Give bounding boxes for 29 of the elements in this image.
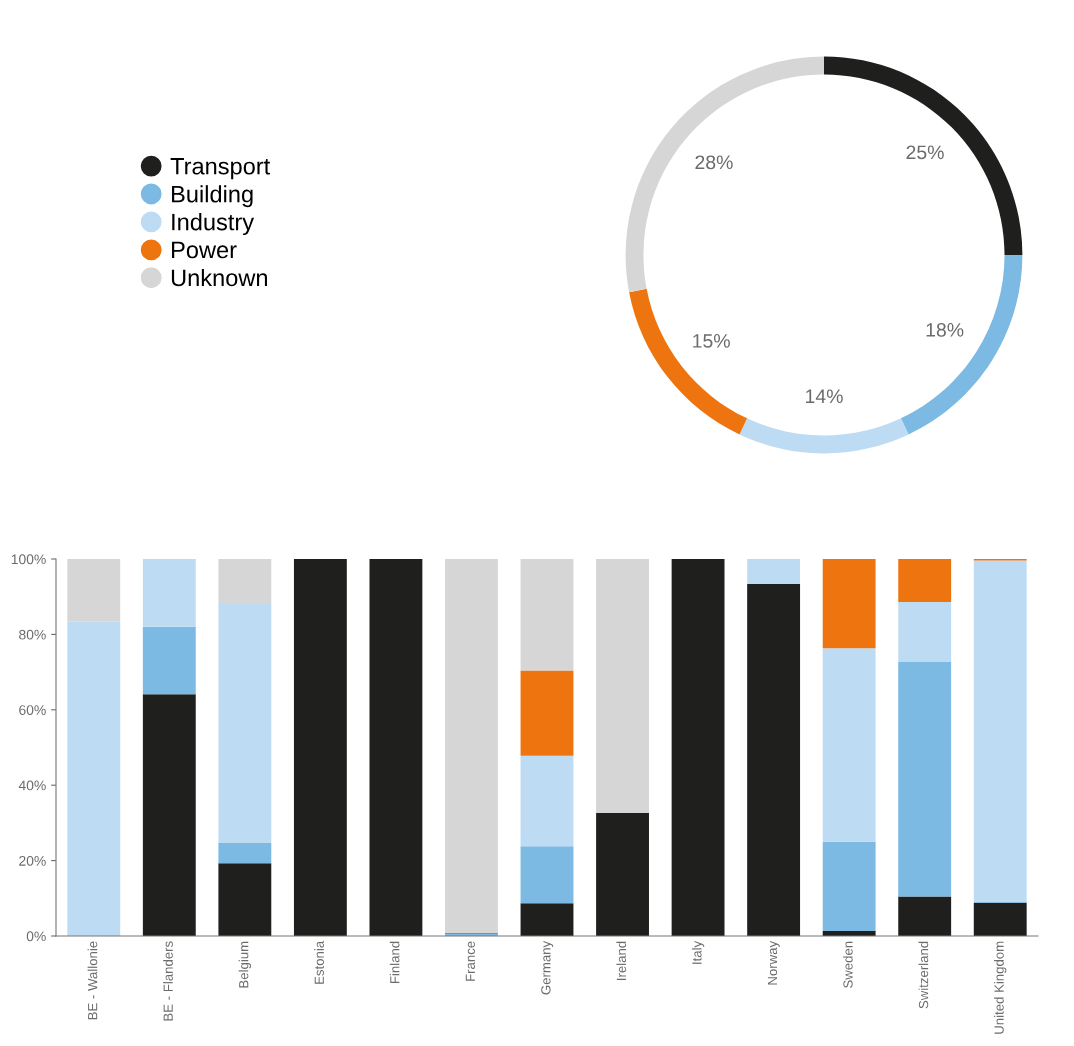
x-tick-label: France	[465, 941, 475, 981]
data-label: 25%	[906, 145, 944, 160]
legend-label: Industry	[172, 213, 255, 236]
data-label: 28%	[695, 155, 733, 170]
y-tick-label: 40%	[18, 780, 46, 791]
data-label: 18%	[926, 322, 964, 337]
x-tick-label: BE - Flanders	[163, 941, 173, 1021]
x-tick-label: Italy	[691, 940, 705, 964]
y-tick-label: 100%	[11, 554, 46, 565]
x-tick-label: Ireland	[616, 941, 627, 980]
x-tick-label: United Kingdom	[994, 941, 1007, 1034]
legend-label: Building	[172, 185, 253, 208]
x-tick-label: Sweden	[843, 941, 853, 988]
x-tick-label: Belgium	[238, 941, 251, 988]
x-tick-label: Finland	[389, 941, 400, 984]
x-tick-label: Norway	[767, 940, 780, 985]
y-tick-label: 80%	[19, 629, 46, 640]
y-tick-label: 20%	[19, 855, 46, 866]
y-tick-label: 0%	[26, 931, 46, 942]
data-label: 14%	[806, 389, 843, 403]
legend-label: Unknown	[171, 268, 267, 287]
data-label: 15%	[693, 334, 730, 348]
x-tick-label: BE - Wallonie	[87, 941, 98, 1020]
x-tick-label: Germany	[541, 940, 554, 995]
x-tick-label: Switzerland	[918, 941, 929, 1009]
y-tick-label: 60%	[19, 705, 46, 715]
x-tick-label: Estonia	[314, 940, 324, 984]
legend-label: Transport	[170, 158, 271, 180]
legend-label: Power	[172, 241, 237, 259]
